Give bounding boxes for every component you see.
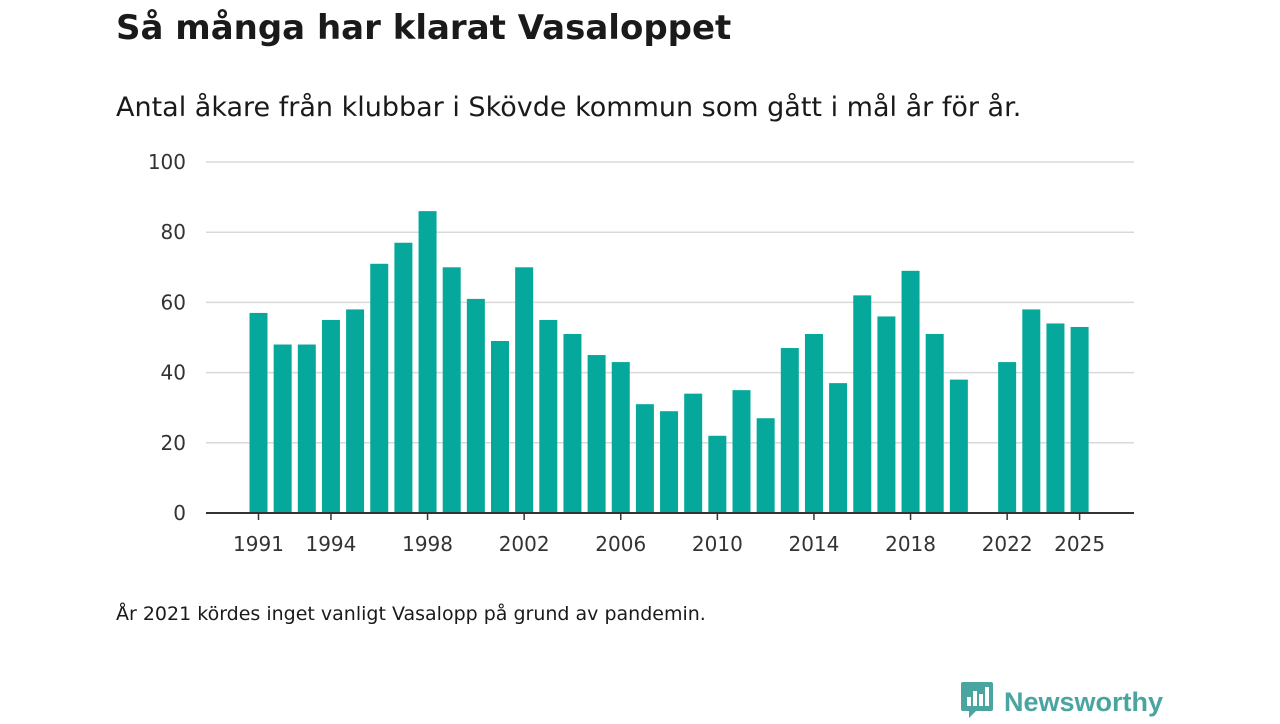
x-tick-label: 2010 — [692, 532, 743, 556]
x-tick-label: 2018 — [885, 532, 936, 556]
bar-1992[interactable] — [273, 344, 292, 513]
y-tick-label: 0 — [173, 501, 186, 525]
bar-2014[interactable] — [804, 333, 823, 513]
bar-2007[interactable] — [635, 404, 654, 513]
bar-2011[interactable] — [732, 390, 751, 513]
x-tick-label: 2022 — [982, 532, 1033, 556]
bar-2016[interactable] — [853, 295, 872, 513]
bar-2005[interactable] — [587, 355, 606, 513]
bar-2004[interactable] — [563, 333, 582, 513]
x-tick-label: 1994 — [305, 532, 356, 556]
bar-2000[interactable] — [466, 298, 485, 513]
bar-2003[interactable] — [539, 319, 558, 513]
bar-1996[interactable] — [370, 263, 389, 513]
bar-1994[interactable] — [321, 319, 340, 513]
axes: 0 20 40 60 80 100 1991 1994 1998 2002 2006 2010 2014… — [148, 150, 1134, 556]
bar-2024[interactable] — [1046, 323, 1065, 513]
bar-2008[interactable] — [660, 411, 679, 513]
bar-2023[interactable] — [1022, 309, 1041, 513]
bar-2022[interactable] — [998, 362, 1017, 513]
bar-1995[interactable] — [346, 309, 365, 513]
bar-2009[interactable] — [684, 393, 703, 513]
bar-2002[interactable] — [515, 267, 534, 513]
y-tick-label: 80 — [161, 220, 186, 244]
bars — [249, 211, 1089, 514]
bar-1993[interactable] — [297, 344, 316, 513]
bar-1991[interactable] — [249, 312, 268, 513]
bar-2025[interactable] — [1070, 326, 1089, 513]
x-tick-label: 1991 — [233, 532, 284, 556]
bar-2020[interactable] — [949, 379, 968, 513]
x-tick-label: 2025 — [1054, 532, 1105, 556]
x-tick-label: 2006 — [595, 532, 646, 556]
bar-1998[interactable] — [418, 211, 437, 513]
bar-2017[interactable] — [877, 316, 896, 513]
bar-2006[interactable] — [611, 362, 630, 513]
chart-subtitle: Antal åkare från klubbar i Skövde kommun… — [116, 92, 1022, 123]
gridlines — [206, 161, 1134, 444]
x-tick-label: 1998 — [402, 532, 453, 556]
bar-2018[interactable] — [901, 270, 920, 513]
bar-2015[interactable] — [829, 383, 848, 513]
bar-chart-speech-bubble-icon — [960, 680, 994, 724]
y-tick-label: 20 — [161, 431, 186, 455]
y-tick-label: 40 — [161, 361, 186, 385]
x-tick-label: 2002 — [499, 532, 550, 556]
y-tick-label: 100 — [148, 150, 186, 174]
brand-logo[interactable]: Newsworthy — [960, 680, 1163, 724]
bar-1997[interactable] — [394, 242, 413, 514]
x-tick-label: 2014 — [788, 532, 839, 556]
bar-2001[interactable] — [491, 341, 509, 513]
bar-2010[interactable] — [708, 435, 727, 513]
bar-2012[interactable] — [756, 418, 775, 513]
brand-name: Newsworthy — [1004, 686, 1164, 717]
chart-title: Så många har klarat Vasaloppet — [116, 8, 732, 48]
bar-1999[interactable] — [442, 267, 461, 513]
y-tick-label: 60 — [161, 290, 186, 314]
bar-2019[interactable] — [925, 333, 944, 513]
footnote: År 2021 kördes inget vanligt Vasalopp på… — [116, 603, 706, 625]
bar-2013[interactable] — [780, 348, 799, 513]
